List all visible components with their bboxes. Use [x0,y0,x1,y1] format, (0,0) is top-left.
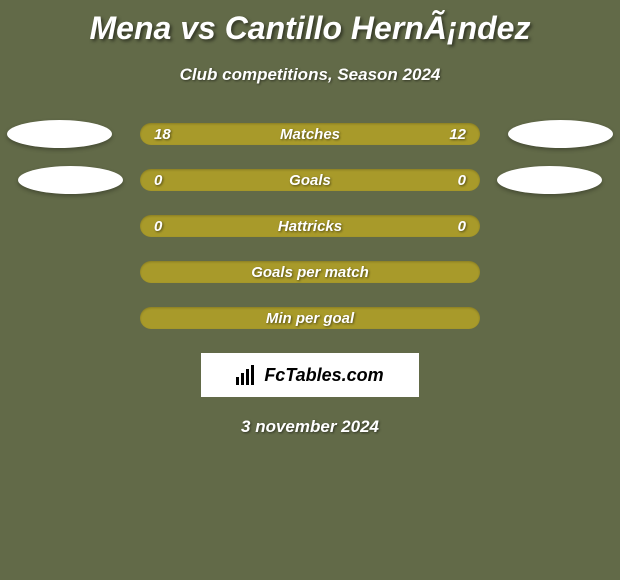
stat-label: Hattricks [278,218,342,235]
stat-row: Goals per match [0,261,620,283]
logo-content: FcTables.com [236,365,383,386]
stat-value-left: 0 [154,172,162,189]
stat-value-left: 0 [154,218,162,235]
bar-chart-icon [236,365,260,385]
player-left-indicator [18,166,123,194]
player-left-indicator [7,120,112,148]
page-title: Mena vs Cantillo HernÃ¡ndez [0,10,620,47]
stat-row: Min per goal [0,307,620,329]
stat-label: Goals per match [251,264,369,281]
player-right-indicator [508,120,613,148]
stat-value-right: 12 [449,126,466,143]
stat-bar: 0 Goals 0 [140,169,480,191]
stat-bar: Goals per match [140,261,480,283]
stat-row: 0 Hattricks 0 [0,215,620,237]
stat-label: Goals [289,172,331,189]
stat-value-right: 0 [458,172,466,189]
stat-bar: 0 Hattricks 0 [140,215,480,237]
stat-bar: Min per goal [140,307,480,329]
player-right-indicator [497,166,602,194]
stats-area: 18 Matches 12 0 Goals 0 0 Hattricks 0 Goals per m… [0,123,620,329]
stat-value-right: 0 [458,218,466,235]
logo-box: FcTables.com [201,353,419,397]
logo-text: FcTables.com [264,365,383,386]
subtitle: Club competitions, Season 2024 [0,65,620,85]
stat-value-left: 18 [154,126,171,143]
stat-bar: 18 Matches 12 [140,123,480,145]
stat-label: Min per goal [266,310,354,327]
stat-label: Matches [280,126,340,143]
date-label: 3 november 2024 [0,417,620,437]
comparison-container: Mena vs Cantillo HernÃ¡ndez Club competi… [0,0,620,437]
stat-row: 0 Goals 0 [0,169,620,191]
stat-row: 18 Matches 12 [0,123,620,145]
